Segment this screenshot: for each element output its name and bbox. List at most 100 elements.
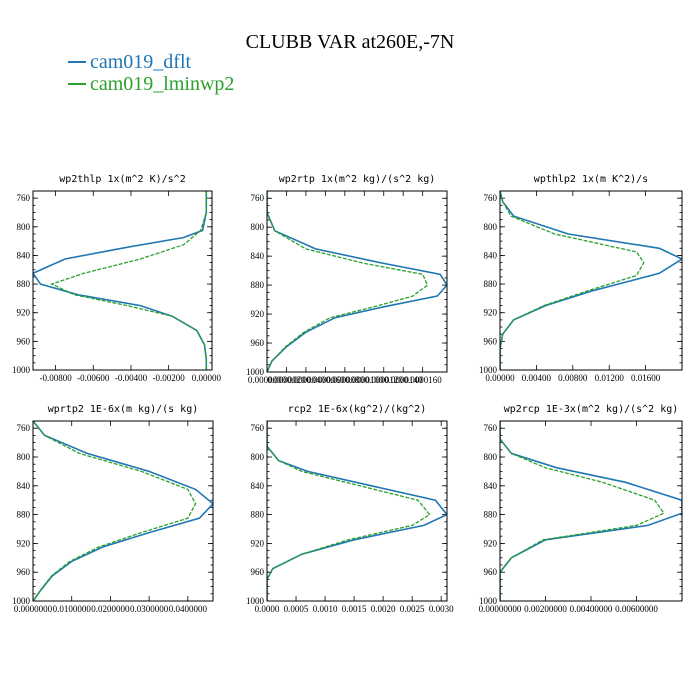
panel-3: wpthlp2 1x(m K^2)/s 760 800 840 880 920 960 100…: [479, 174, 683, 383]
plot-frame: [266, 190, 448, 373]
series-line-lminwp2: [33, 421, 197, 601]
y-tick-label: 840: [17, 481, 31, 491]
panel-title: wp2rtp 1x(m^2 kg)/(s^2 kg): [279, 174, 436, 185]
x-tick-label: 0.00800: [558, 373, 588, 383]
y-tick-label: 880: [484, 510, 498, 520]
x-tick-label: 0.00600000: [615, 604, 658, 614]
y-tick-label: 1000: [12, 596, 31, 606]
y-tick-label: 960: [484, 567, 498, 577]
y-tick-label: 760: [17, 423, 31, 433]
series-line-lminwp2: [50, 191, 207, 370]
x-tick-label: 0.0015: [342, 604, 367, 614]
x-tick-label: 0.0000140: [384, 375, 423, 385]
y-tick-label: 920: [17, 308, 31, 318]
y-tick-label: 920: [251, 538, 265, 548]
x-tick-label: 0.0000000: [248, 375, 287, 385]
series-line-dflt: [267, 191, 447, 372]
x-tick-label: -0.00400: [115, 373, 148, 383]
y-tick-label: 960: [251, 567, 265, 577]
series-line-dflt: [33, 191, 208, 370]
legend-label-dflt: cam019_dflt: [90, 51, 192, 73]
y-tick-label: 760: [251, 193, 265, 203]
y-tick-label: 880: [484, 279, 498, 289]
y-tick-label: 760: [251, 423, 265, 433]
x-tick-label: 0.00000: [192, 373, 222, 383]
y-tick-label: 800: [251, 452, 265, 462]
panel-4: wprtp2 1E-6x(m kg)/(s kg) 760 800 840 880 920…: [12, 404, 214, 614]
x-tick-label: 0.0200000: [91, 604, 130, 614]
y-tick-label: 920: [484, 308, 498, 318]
y-tick-label: 800: [17, 452, 31, 462]
x-tick-label: 0.00200000: [524, 604, 567, 614]
y-tick-label: 960: [17, 567, 31, 577]
y-tick-label: 760: [484, 193, 498, 203]
x-tick-label: 0.0300000: [130, 604, 169, 614]
y-tick-label: 1000: [246, 367, 265, 377]
legend: cam019_dflt cam019_lminwp2: [68, 51, 234, 95]
y-tick-label: 800: [484, 222, 498, 232]
panel-title: wp2rcp 1E-3x(m^2 kg)/(s^2 kg): [504, 404, 679, 415]
plot-frame: [266, 420, 448, 602]
panel-title: wprtp2 1E-6x(m kg)/(s kg): [48, 404, 199, 415]
x-tick-label: 0.0030: [429, 604, 454, 614]
x-tick-label: 0.0000040: [287, 375, 326, 385]
y-tick-label: 920: [251, 309, 265, 319]
panel-title: wp2thlp 1x(m^2 K)/s^2: [59, 174, 185, 185]
x-tick-label: 0.0000080: [326, 375, 365, 385]
x-tick-label: 0.0000000: [14, 604, 53, 614]
y-tick-label: 1000: [246, 596, 265, 606]
figure-title: CLUBB VAR at260E,-7N: [246, 31, 455, 53]
x-tick-label: 0.0025: [400, 604, 425, 614]
x-tick-label: 0.00000: [485, 373, 515, 383]
y-tick-label: 760: [484, 423, 498, 433]
panel-1: wp2thlp 1x(m^2 K)/s^2 760 800 840 880 920 960 1…: [12, 174, 221, 383]
panel-2: wp2rtp 1x(m^2 kg)/(s^2 kg) 760 800 840 880 92…: [246, 174, 448, 385]
y-tick-label: 840: [484, 481, 498, 491]
y-tick-label: 880: [17, 279, 31, 289]
x-tick-label: 0.00400000: [570, 604, 613, 614]
y-tick-label: 920: [17, 538, 31, 548]
y-tick-label: 840: [484, 250, 498, 260]
x-tick-label: 0.00400: [522, 373, 552, 383]
plot-frame: [32, 190, 213, 371]
plot-frame: [32, 420, 214, 602]
x-tick-label: 0.0020: [371, 604, 396, 614]
x-tick-label: 0.0000160: [404, 375, 443, 385]
y-tick-label: 840: [17, 250, 31, 260]
y-tick-label: 960: [251, 338, 265, 348]
legend-label-lminwp2: cam019_lminwp2: [90, 73, 234, 95]
panel-5: rcp2 1E-6x(kg^2)/(kg^2) 760 800 840 880 920 96…: [246, 404, 454, 614]
y-tick-label: 880: [251, 280, 265, 290]
series-line-dflt: [267, 421, 447, 601]
series-line-lminwp2: [500, 191, 645, 370]
y-tick-label: 840: [251, 481, 265, 491]
x-tick-label: 0.0000: [255, 604, 280, 614]
y-tick-label: 960: [17, 336, 31, 346]
y-tick-label: 880: [251, 510, 265, 520]
y-tick-label: 760: [17, 193, 31, 203]
y-tick-label: 960: [484, 336, 498, 346]
x-tick-label: 0.0000120: [365, 375, 404, 385]
x-tick-label: 0.0010: [313, 604, 338, 614]
series-line-dflt: [500, 191, 682, 370]
series-line-lminwp2: [267, 421, 431, 601]
x-tick-label: 0.0000020: [267, 375, 306, 385]
series-line-lminwp2: [267, 191, 429, 372]
panel-6: wp2rcp 1E-3x(m^2 kg)/(s^2 kg) 760 800 840 88…: [479, 404, 683, 614]
x-tick-label: 0.0100000: [53, 604, 92, 614]
y-tick-label: 880: [17, 510, 31, 520]
y-tick-label: 840: [251, 251, 265, 261]
x-tick-label: -0.00800: [39, 373, 72, 383]
plot-frame: [499, 190, 683, 371]
series-line-lminwp2: [500, 421, 665, 601]
y-tick-label: 800: [17, 222, 31, 232]
y-tick-label: 1000: [479, 596, 498, 606]
x-tick-label: 0.0000100: [345, 375, 384, 385]
panel-title: rcp2 1E-6x(kg^2)/(kg^2): [288, 404, 426, 415]
x-tick-label: 0.0000060: [306, 375, 345, 385]
series-line-dflt: [33, 421, 213, 601]
x-tick-label: 0.0005: [284, 604, 309, 614]
x-tick-label: 0.01600: [631, 373, 661, 383]
y-tick-label: 920: [484, 538, 498, 548]
